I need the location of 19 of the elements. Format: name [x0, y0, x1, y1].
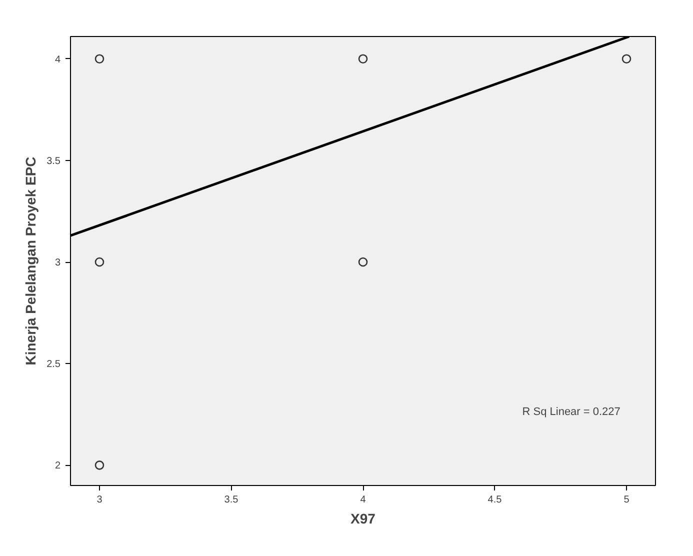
y-tick-label: 3 — [54, 258, 61, 269]
point — [622, 54, 632, 64]
point — [94, 460, 104, 470]
x-tick-label: 5 — [624, 494, 630, 506]
x-tick-label: 3 — [96, 494, 103, 506]
y-tick-label: 4 — [54, 54, 61, 66]
y-tick-label: 3.5 — [46, 156, 61, 167]
annotation: R Sq Linear = 0.227 — [522, 406, 620, 418]
x-tick-label: 4.5 — [488, 494, 502, 506]
point — [358, 257, 368, 267]
y-tick-label: 2 — [54, 460, 61, 472]
point — [358, 54, 368, 64]
x-axis-title: X97 — [350, 510, 376, 526]
y-axis-title: Kinerja Pelelangan Proyek EPC — [22, 156, 39, 366]
point — [94, 54, 104, 64]
point — [94, 257, 104, 267]
x-tick-label: 4 — [360, 494, 366, 506]
y-tick-label: 2.5 — [46, 359, 61, 370]
x-tick-label: 3.5 — [224, 494, 239, 506]
